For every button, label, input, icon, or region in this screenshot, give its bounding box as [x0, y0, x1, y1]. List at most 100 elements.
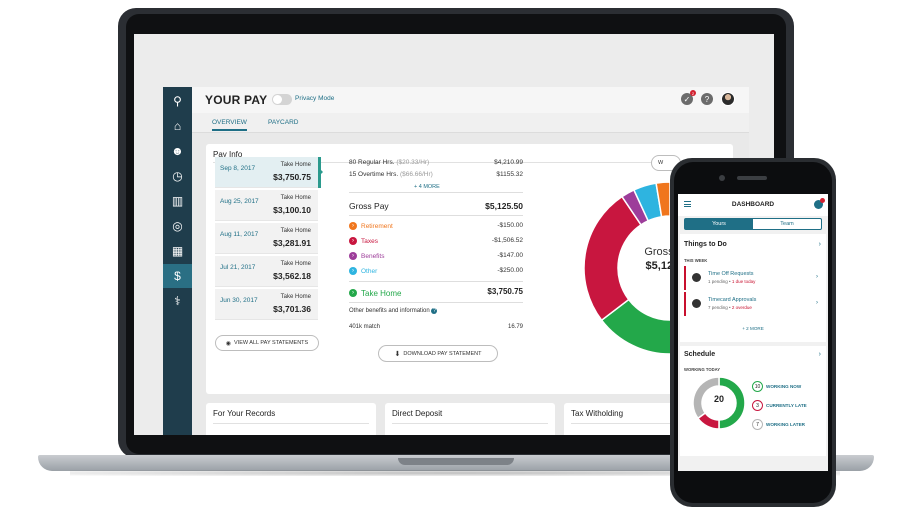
- pay-info-card: Pay Info Sep 8, 2017 Take Home $3,750.75…: [206, 144, 757, 394]
- statement-label: Take Home: [280, 294, 311, 300]
- money-icon[interactable]: $: [163, 264, 192, 288]
- deduction-amount: -$150.00: [497, 222, 523, 229]
- legend-count: 3: [752, 400, 763, 411]
- deduction-row[interactable]: › Benefits: [349, 252, 385, 260]
- card-title: Tax Witholding: [571, 409, 624, 418]
- notification-icon[interactable]: [814, 198, 825, 209]
- legend-label: CURRENTLY LATE: [766, 403, 807, 408]
- statement-amount: $3,701.36: [273, 304, 311, 314]
- phone-screen: DASHBOARD Yours Team Things to Do › THIS…: [678, 194, 828, 471]
- people-icon[interactable]: ☻: [171, 144, 184, 158]
- hours-row-2: 15 Overtime Hrs. ($66.66/Hr): [349, 171, 433, 178]
- phone-speaker: [737, 176, 767, 180]
- download-statement-button[interactable]: ⬇ DOWNLOAD PAY STATEMENT: [378, 345, 498, 362]
- arrow-icon: ›: [349, 267, 357, 275]
- for-your-records-card[interactable]: For Your Records: [206, 403, 376, 435]
- download-label: DOWNLOAD PAY STATEMENT: [403, 350, 482, 357]
- take-home-amount: $3,750.75: [487, 287, 523, 296]
- tab-bar: OVERVIEW PAYCARD: [192, 113, 749, 133]
- statement-amount: $3,562.18: [273, 271, 311, 281]
- statement-item[interactable]: Aug 25, 2017 Take Home $3,100.10: [215, 190, 318, 221]
- statement-label: Take Home: [280, 261, 311, 267]
- top-bar: YOUR PAY Privacy Mode ✓ 2 ?: [192, 87, 749, 113]
- info-icon[interactable]: ?: [431, 308, 438, 314]
- more-hours-link[interactable]: + 4 MORE: [414, 184, 440, 190]
- take-home-row: › Take Home: [349, 287, 401, 298]
- tab-paycard[interactable]: PAYCARD: [268, 119, 299, 126]
- statement-label: Take Home: [280, 162, 311, 168]
- arrow-icon: ›: [349, 222, 357, 230]
- things-to-do-heading: Things to Do: [684, 241, 727, 248]
- hours-row-1: 80 Regular Hrs. ($20.33/Hr): [349, 159, 430, 166]
- divider: [349, 281, 523, 282]
- task-title: Timecard Approvals: [708, 297, 757, 303]
- home-icon[interactable]: ⌂: [173, 119, 182, 133]
- hours-amount-2: $1155.32: [496, 171, 523, 178]
- statement-date: Jun 30, 2017: [220, 297, 258, 304]
- deduction-amount: -$147.00: [497, 252, 523, 259]
- more-tasks-link[interactable]: + 2 MORE: [742, 326, 764, 331]
- task-status: 1 pending • 1 due today: [708, 279, 756, 284]
- statement-amount: $3,281.91: [273, 238, 311, 248]
- segment-team[interactable]: Team: [780, 221, 794, 227]
- help-icon[interactable]: ?: [701, 93, 713, 105]
- legend-working-now: 10 WORKING NOW: [752, 381, 801, 392]
- arrow-icon: ›: [349, 237, 357, 245]
- chevron-right-icon[interactable]: ›: [818, 351, 821, 358]
- sidebar: ⚲ ⌂ ☻ ◷ ▥ ◎ ▦ $ ⚕: [163, 87, 192, 435]
- menu-icon[interactable]: [684, 201, 691, 207]
- avatar[interactable]: [721, 92, 735, 106]
- task-item[interactable]: Time Off Requests 1 pending • 1 due toda…: [684, 266, 822, 290]
- tab-overview[interactable]: OVERVIEW: [212, 119, 247, 131]
- arrow-icon: ›: [349, 252, 357, 260]
- plane-icon: [692, 273, 701, 282]
- deduction-row[interactable]: › Taxes: [349, 237, 378, 245]
- legend-count: 10: [752, 381, 763, 392]
- chevron-right-icon[interactable]: ›: [818, 241, 821, 248]
- segment-control: Yours Team: [684, 218, 822, 230]
- medical-icon[interactable]: ⚕: [174, 294, 181, 308]
- divider: [349, 302, 523, 303]
- benefit-amount: 16.79: [507, 324, 523, 330]
- divider: [213, 162, 726, 163]
- direct-deposit-card[interactable]: Direct Deposit: [385, 403, 555, 435]
- statement-item[interactable]: Sep 8, 2017 Take Home $3,750.75: [215, 157, 323, 188]
- statement-item[interactable]: Aug 11, 2017 Take Home $3,281.91: [215, 223, 318, 254]
- phone-title: DASHBOARD: [731, 201, 775, 208]
- legend-currently-late: 3 CURRENTLY LATE: [752, 400, 807, 411]
- deduction-label: Taxes: [361, 237, 378, 245]
- bar-chart-icon[interactable]: ▥: [171, 194, 184, 208]
- segment-yours[interactable]: Yours: [685, 219, 753, 229]
- statement-amount: $3,100.10: [273, 205, 311, 215]
- privacy-toggle[interactable]: [272, 94, 292, 105]
- take-home-arrow-icon: ›: [349, 289, 357, 297]
- task-item[interactable]: Timecard Approvals 7 pending • 2 overdue…: [684, 292, 822, 316]
- clock-icon[interactable]: ◷: [172, 169, 183, 183]
- legend-working-later: 7 WORKING LATER: [752, 419, 805, 430]
- deduction-row[interactable]: › Other: [349, 267, 377, 275]
- laptop-notch: [398, 458, 514, 465]
- laptop-shadow: [70, 470, 840, 476]
- chevron-right-icon: ›: [816, 300, 818, 306]
- search-icon[interactable]: ⚲: [173, 94, 182, 108]
- view-all-statements-button[interactable]: ◉ VIEW ALL PAY STATEMENTS: [215, 335, 319, 351]
- legend-count: 7: [752, 419, 763, 430]
- working-later-slice: [692, 376, 720, 420]
- tasks-check-icon[interactable]: ✓ 2: [681, 90, 696, 105]
- target-icon[interactable]: ◎: [172, 219, 183, 233]
- working-today-donut: [692, 376, 746, 430]
- this-week-label: THIS WEEK: [684, 258, 708, 263]
- divider: [349, 215, 523, 216]
- statement-amount: $3,750.75: [273, 172, 311, 182]
- statement-label: Take Home: [280, 228, 311, 234]
- pay-info-heading: Pay Info: [213, 150, 243, 159]
- selected-indicator: [318, 157, 321, 188]
- statement-item[interactable]: Jun 30, 2017 Take Home $3,701.36: [215, 289, 318, 320]
- statement-item[interactable]: Jul 21, 2017 Take Home $3,562.18: [215, 256, 318, 287]
- schedule-heading: Schedule: [684, 351, 716, 358]
- deduction-row[interactable]: › Retirement: [349, 222, 393, 230]
- building-icon[interactable]: ▦: [171, 244, 184, 258]
- pay-app: ⚲ ⌂ ☻ ◷ ▥ ◎ ▦ $ ⚕ YOUR PAY Privacy Mode ✓ 2 ? OVE…: [163, 87, 757, 435]
- things-to-do-card: Things to Do › THIS WEEK Time Off Reques…: [680, 234, 826, 342]
- notification-badge: 2: [690, 90, 696, 96]
